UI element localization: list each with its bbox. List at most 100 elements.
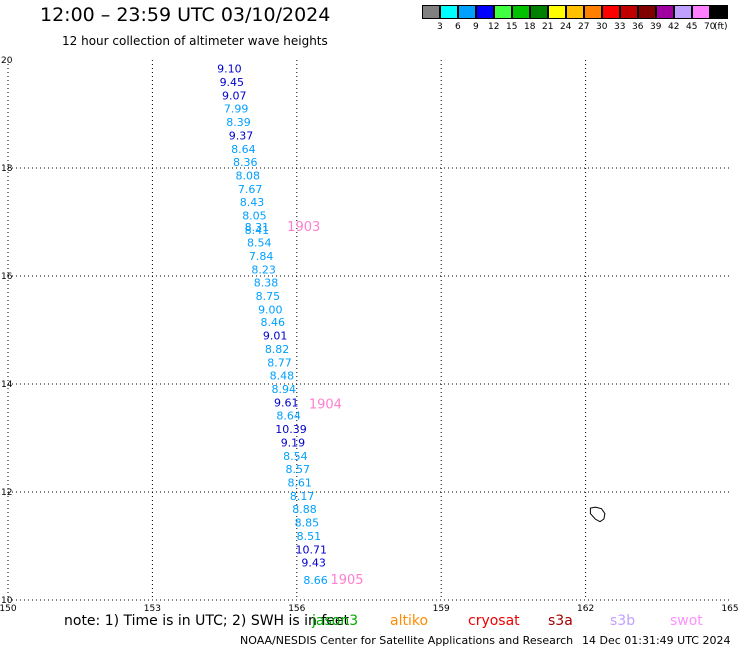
lon-tick-label: 153 <box>144 604 161 614</box>
legend-swatch <box>584 5 602 19</box>
wave-height-label: 8.54 <box>247 236 272 249</box>
wave-height-label: 9.00 <box>258 303 283 316</box>
wave-height-label: 8.51 <box>297 530 322 543</box>
wave-height-label: 8.41 <box>245 224 270 237</box>
pass-time-label: 1904 <box>309 397 342 412</box>
legend-swatch <box>530 5 548 19</box>
legend-unit-label: (ft) <box>714 22 728 32</box>
wave-height-label: 8.75 <box>256 290 281 303</box>
generation-timestamp: 14 Dec 01:31:49 UTC 2024 <box>582 634 731 647</box>
satellite-label-altiko: altiko <box>390 613 429 629</box>
wave-height-label: 8.64 <box>276 410 301 423</box>
lat-tick-label: 10 <box>1 596 13 606</box>
wave-height-label: 10.39 <box>275 423 307 436</box>
legend-swatch <box>638 5 656 19</box>
satellite-label-cryosat: cryosat <box>468 613 520 629</box>
legend-tick-label: 30 <box>596 22 608 32</box>
lat-tick-label: 12 <box>1 488 12 498</box>
legend-swatch <box>710 5 728 19</box>
wave-height-label: 7.67 <box>238 183 263 196</box>
legend-swatch <box>476 5 494 19</box>
legend-swatch <box>566 5 584 19</box>
legend-tick-label: 33 <box>614 22 626 32</box>
chart-subtitle: 12 hour collection of altimeter wave hei… <box>62 34 328 48</box>
lat-tick-label: 16 <box>1 272 13 282</box>
legend-tick-label: 3 <box>437 22 443 32</box>
legend-tick-label: 45 <box>686 22 698 32</box>
lat-tick-label: 18 <box>1 164 13 174</box>
legend-swatch <box>512 5 530 19</box>
wave-height-label: 8.64 <box>231 143 256 156</box>
legend-swatch <box>602 5 620 19</box>
legend-tick-label: 9 <box>473 22 479 32</box>
wave-height-label: 9.19 <box>281 437 306 450</box>
wave-height-label: 7.84 <box>249 250 274 263</box>
lon-tick-label: 159 <box>433 604 450 614</box>
wave-height-label: 8.08 <box>235 169 260 182</box>
wave-height-label: 8.23 <box>251 263 276 276</box>
legend-tick-label: 42 <box>668 22 680 32</box>
wave-height-label: 8.46 <box>260 316 285 329</box>
legend-tick-label: 27 <box>578 22 590 32</box>
wave-height-label: 8.38 <box>254 276 279 289</box>
satellite-label-s3a: s3a <box>548 613 573 629</box>
lon-tick-label: 162 <box>577 604 594 614</box>
legend-tick-label: 21 <box>542 22 554 32</box>
island-coastline <box>589 506 606 523</box>
lon-tick-label: 150 <box>0 604 17 614</box>
satellite-label-jason3: jason3 <box>312 613 359 629</box>
credit-line: NOAA/NESDIS Center for Satellite Applica… <box>240 634 574 647</box>
wave-height-label: 8.43 <box>240 196 265 209</box>
lon-tick-label: 156 <box>288 604 305 614</box>
legend-tick-label: 36 <box>632 22 644 32</box>
wave-height-label: 8.31 <box>245 221 270 234</box>
legend-tick-label: 24 <box>560 22 572 32</box>
legend-swatch <box>422 5 440 19</box>
pass-time-label: 1903 <box>287 220 320 235</box>
legend-tick-label: 18 <box>524 22 536 32</box>
lat-tick-label: 20 <box>1 56 13 66</box>
wave-height-label: 9.43 <box>301 557 326 570</box>
wave-height-label: 9.07 <box>222 89 247 102</box>
wave-height-label: 8.94 <box>272 383 297 396</box>
legend-swatch <box>692 5 710 19</box>
wave-height-label: 8.17 <box>290 490 315 503</box>
wave-height-label: 8.48 <box>270 370 295 383</box>
legend-swatch <box>458 5 476 19</box>
wave-height-label: 8.85 <box>295 517 320 530</box>
wave-height-label: 8.61 <box>287 477 312 490</box>
wave-height-label: 9.01 <box>263 330 288 343</box>
wave-height-label: 8.36 <box>233 156 258 169</box>
legend-tick-label: 39 <box>650 22 662 32</box>
wave-height-label: 7.99 <box>224 102 249 115</box>
wave-height-label: 9.61 <box>274 397 299 410</box>
legend-swatch <box>548 5 566 19</box>
wave-height-label: 8.05 <box>242 209 267 222</box>
wave-height-label: 10.71 <box>295 544 327 557</box>
pass-time-label: 1905 <box>330 573 363 588</box>
wave-height-label: 9.45 <box>220 76 245 89</box>
footnote: note: 1) Time is in UTC; 2) SWH is in fe… <box>64 613 350 629</box>
wave-height-label: 9.10 <box>217 62 242 75</box>
chart-title: 12:00 – 23:59 UTC 03/10/2024 <box>40 4 331 26</box>
legend-swatch <box>656 5 674 19</box>
legend-swatch <box>620 5 638 19</box>
lon-tick-label: 165 <box>721 604 738 614</box>
legend-tick-label: 12 <box>488 22 500 32</box>
wave-height-label: 8.88 <box>292 503 317 516</box>
legend-swatch <box>440 5 458 19</box>
wave-height-label: 8.66 <box>303 574 328 587</box>
legend-swatch <box>494 5 512 19</box>
satellite-label-s3b: s3b <box>610 613 636 629</box>
satellite-label-swot: swot <box>670 613 703 629</box>
legend-tick-label: 6 <box>455 22 461 32</box>
legend-tick-label: 70 <box>704 22 716 32</box>
wave-height-label: 8.77 <box>267 357 292 370</box>
legend-swatch <box>674 5 692 19</box>
wave-height-label: 8.82 <box>265 343 290 356</box>
wave-height-label: 8.54 <box>283 450 308 463</box>
wave-height-label: 8.39 <box>226 116 251 129</box>
lat-tick-label: 14 <box>1 380 13 390</box>
wave-height-label: 9.37 <box>229 129 254 142</box>
